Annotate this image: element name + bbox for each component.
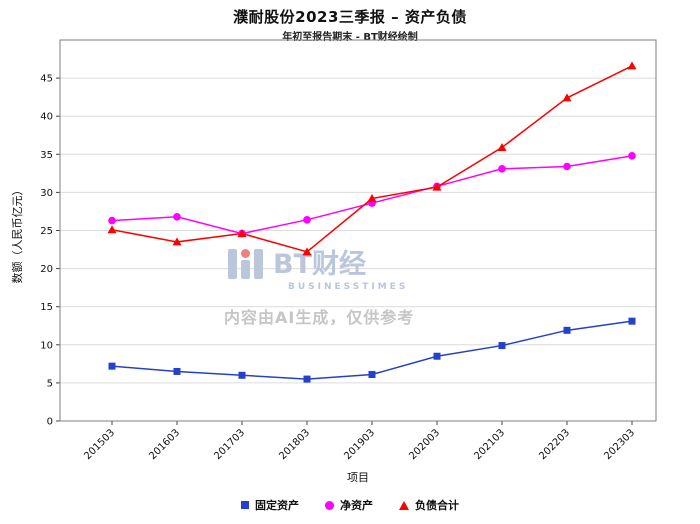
svg-text:30: 30 — [40, 188, 53, 199]
chart-title: 濮耐股份2023三季报 – 资产负债 — [233, 8, 467, 26]
svg-text:202203: 202203 — [537, 427, 572, 462]
bt-logo-bar — [241, 259, 250, 279]
chart-subtitle: 年初至报告期末 - BT财经绘制 — [282, 32, 418, 43]
legend-item-net-assets: 净资产 — [325, 497, 373, 513]
svg-text:202103: 202103 — [472, 427, 507, 462]
legend-label: 负债合计 — [415, 499, 459, 512]
bt-logo-bar — [228, 248, 237, 279]
watermark-brand-text: BT财经 — [273, 249, 366, 280]
bt-logo-icon — [228, 245, 263, 279]
watermark-ai-notice: 内容由AI生成，仅供参考 — [224, 308, 415, 327]
legend-item-total-liabilities: 负债合计 — [399, 497, 459, 513]
svg-text:201903: 201903 — [342, 427, 377, 462]
chart-legend: 固定资产 净资产 负债合计 — [0, 497, 700, 513]
legend-item-fixed-assets: 固定资产 — [241, 497, 299, 513]
watermark: BT财经 BUSINESSTIMES 内容由AI生成，仅供参考 — [224, 242, 414, 328]
svg-text:10: 10 — [40, 340, 53, 351]
svg-text:15: 15 — [40, 302, 53, 313]
svg-text:201703: 201703 — [212, 427, 247, 462]
svg-text:202003: 202003 — [407, 427, 442, 462]
legend-label: 固定资产 — [255, 499, 299, 512]
svg-text:201503: 201503 — [82, 427, 117, 462]
legend-marker-square-icon — [241, 501, 249, 509]
watermark-brand-subtext: BUSINESSTIMES — [288, 282, 409, 292]
legend-marker-triangle-icon — [399, 500, 409, 510]
svg-text:35: 35 — [40, 150, 53, 161]
legend-label: 净资产 — [340, 499, 373, 512]
svg-text:0: 0 — [47, 417, 53, 428]
svg-text:5: 5 — [47, 378, 53, 389]
legend-marker-circle-icon — [325, 500, 334, 510]
x-axis-label: 项目 — [347, 471, 369, 484]
svg-text:40: 40 — [40, 112, 53, 123]
bt-logo-dot — [241, 248, 250, 258]
svg-text:45: 45 — [40, 74, 53, 85]
svg-text:202303: 202303 — [602, 427, 637, 462]
bt-logo-column — [241, 248, 250, 279]
svg-text:20: 20 — [40, 264, 53, 275]
watermark-brand-row: BT财经 — [228, 242, 414, 281]
bt-logo-bar — [254, 248, 263, 279]
svg-text:25: 25 — [40, 226, 53, 237]
y-axis-label: 数额（人民币亿元） — [11, 184, 24, 284]
svg-text:201603: 201603 — [147, 427, 182, 462]
svg-text:201803: 201803 — [277, 427, 312, 462]
